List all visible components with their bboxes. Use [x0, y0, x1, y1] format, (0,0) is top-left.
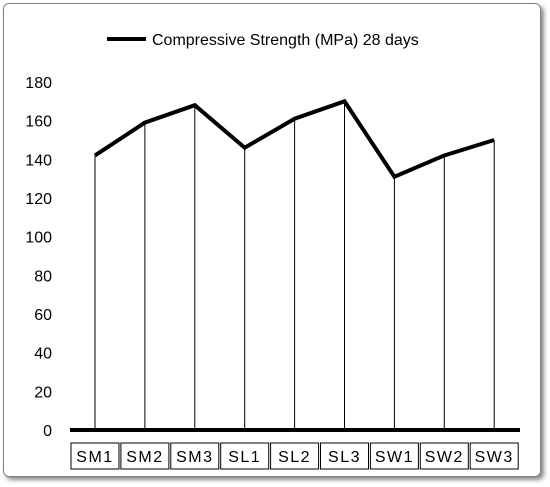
x-tick-label: SM2	[126, 449, 163, 466]
category-label-box	[220, 442, 270, 470]
y-tick-label: 160	[25, 114, 52, 131]
y-tick-label: 60	[34, 307, 52, 324]
y-tick-label: 20	[34, 384, 52, 401]
series-group	[93, 98, 495, 180]
x-tick-label: SL2	[278, 449, 311, 466]
category-label-box	[70, 442, 120, 470]
category-label-boxes: SM1 SM2 SM3 SL1 SL2 SL3 SW1 SW2 SW3	[70, 442, 519, 470]
category-label-box	[320, 442, 369, 470]
y-tick-label: 0	[43, 423, 52, 440]
category-label-box	[369, 442, 419, 470]
legend-label: Compressive Strength (MPa) 28 days	[152, 32, 419, 49]
legend: Compressive Strength (MPa) 28 days	[107, 32, 419, 49]
y-tick-label: 100	[25, 230, 52, 247]
x-tick-label: SL1	[228, 449, 261, 466]
category-label-box	[270, 442, 320, 470]
drop-lines	[94, 101, 495, 430]
category-label-box	[469, 442, 519, 470]
x-tick-label: SM3	[176, 449, 213, 466]
x-tick-label: SL3	[328, 449, 361, 466]
category-label-box	[170, 442, 220, 470]
y-tick-label: 40	[34, 346, 52, 363]
x-tick-label: SM1	[76, 449, 113, 466]
chart-frame	[3, 3, 541, 477]
x-tick-label: SW3	[475, 449, 514, 466]
y-tick-label: 180	[25, 75, 52, 92]
y-tick-label: 120	[25, 191, 52, 208]
x-tick-label: SW1	[375, 449, 414, 466]
category-label-box	[120, 442, 170, 470]
x-tick-label: SW2	[425, 449, 464, 466]
y-tick-label: 140	[25, 152, 52, 169]
y-axis-ticks: 0 20 40 60 80 100 120 140 160 180	[25, 75, 52, 440]
y-tick-label: 80	[34, 268, 52, 285]
category-label-box	[419, 442, 469, 470]
